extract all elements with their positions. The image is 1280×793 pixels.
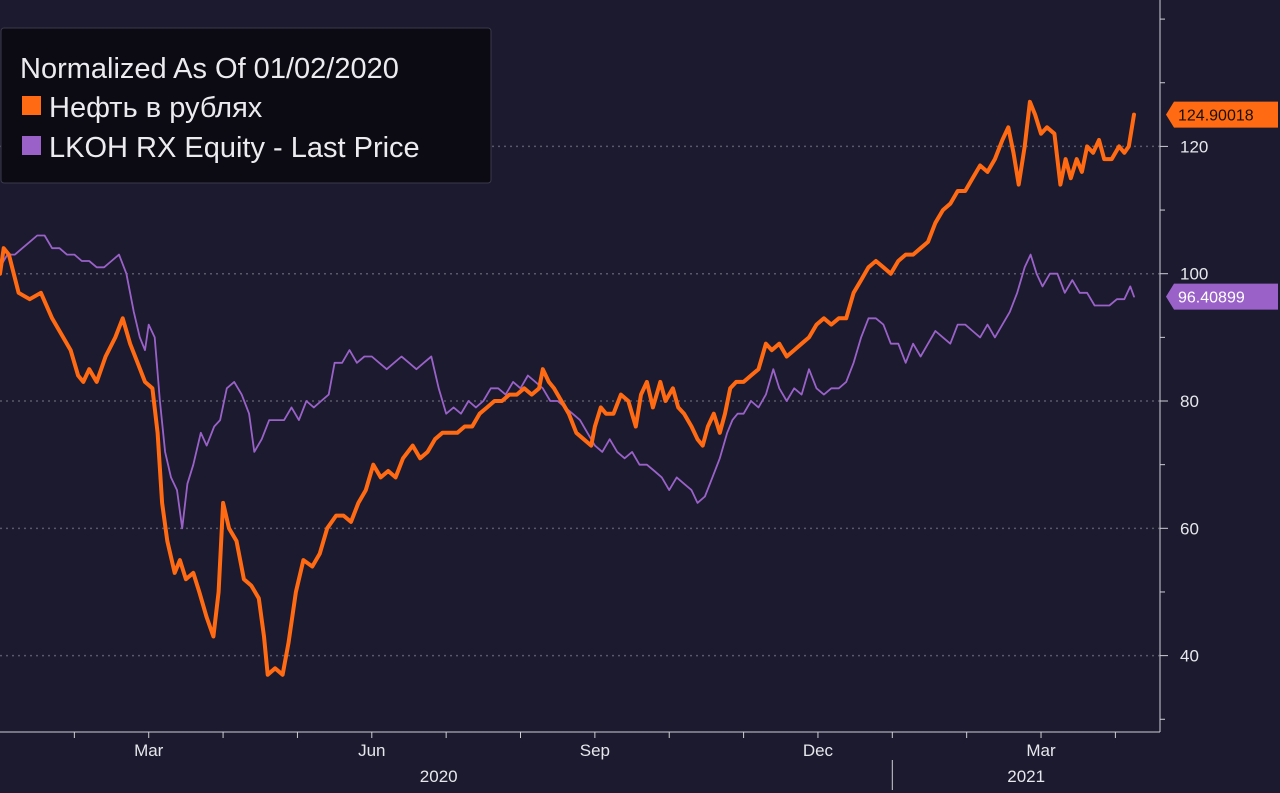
series-layer	[0, 99, 1136, 677]
last-value-label-oil: 124.90018	[1166, 101, 1278, 128]
x-tick-label: Mar	[1026, 741, 1056, 760]
legend-swatch-oil	[22, 96, 41, 115]
legend-box	[0, 27, 492, 184]
x-tick-label: Jun	[358, 741, 385, 760]
y-tick-label: 100	[1180, 265, 1208, 284]
last-value-badge	[1166, 101, 1278, 128]
last-value-label-lkoh: 96.40899	[1166, 283, 1278, 310]
x-year-label: 2021	[1007, 767, 1045, 786]
last-value-badge	[1166, 283, 1278, 310]
legend-label-oil: Нефть в рублях	[49, 92, 263, 124]
value-labels: 124.90018 96.40899	[1166, 101, 1278, 310]
y-tick-label: 80	[1180, 392, 1199, 411]
x-tick-label: Mar	[134, 741, 164, 760]
y-tick-label: 120	[1180, 137, 1208, 156]
series-line-lkoh	[0, 234, 1135, 530]
x-tick-label: Sep	[580, 741, 610, 760]
x-tick-label: Dec	[803, 741, 834, 760]
legend-title: Normalized As Of 01/02/2020	[20, 53, 399, 85]
y-tick-label: 40	[1180, 647, 1199, 666]
legend-label-lkoh: LKOH RX Equity - Last Price	[49, 132, 420, 164]
y-tick-label: 60	[1180, 519, 1199, 538]
last-value-text: 124.90018	[1178, 108, 1254, 125]
series-line-oil	[0, 99, 1136, 677]
legend-swatch-lkoh	[22, 136, 41, 155]
x-year-label: 2020	[420, 767, 458, 786]
legend: Normalized As Of 01/02/2020 Нефть в рубл…	[0, 27, 492, 184]
last-value-text: 96.40899	[1178, 290, 1245, 307]
axes: 40 60 80 100 120 Mar Jun Sep Dec Mar 2020 2021	[0, 0, 1208, 790]
